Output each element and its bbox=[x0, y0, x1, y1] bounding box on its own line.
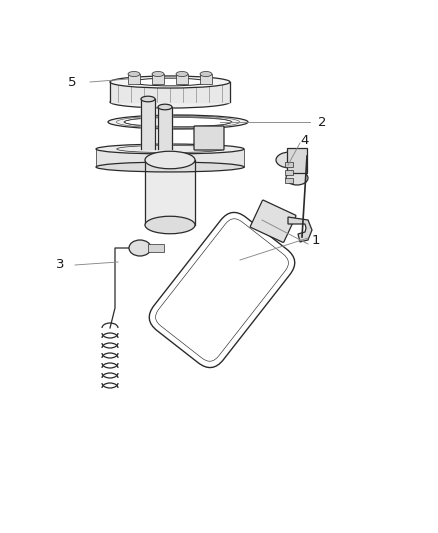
Polygon shape bbox=[288, 217, 312, 242]
Text: 2: 2 bbox=[318, 116, 326, 128]
Bar bbox=[152, 74, 164, 84]
Ellipse shape bbox=[176, 71, 188, 77]
FancyBboxPatch shape bbox=[194, 126, 224, 150]
Ellipse shape bbox=[145, 151, 195, 169]
Ellipse shape bbox=[145, 216, 195, 234]
Ellipse shape bbox=[152, 71, 164, 77]
Bar bbox=[285, 178, 293, 183]
Ellipse shape bbox=[133, 78, 207, 86]
Ellipse shape bbox=[129, 240, 151, 256]
Bar bbox=[285, 162, 293, 167]
Bar bbox=[285, 170, 293, 175]
Bar bbox=[287, 148, 307, 173]
Bar bbox=[148, 244, 164, 252]
Ellipse shape bbox=[96, 144, 244, 154]
FancyBboxPatch shape bbox=[250, 200, 296, 243]
Text: 1: 1 bbox=[312, 233, 320, 246]
Bar bbox=[176, 74, 188, 84]
Bar bbox=[200, 74, 212, 84]
Ellipse shape bbox=[276, 152, 304, 168]
Ellipse shape bbox=[158, 104, 172, 110]
Ellipse shape bbox=[286, 171, 308, 185]
Ellipse shape bbox=[200, 71, 212, 77]
Ellipse shape bbox=[108, 115, 248, 129]
Text: 4: 4 bbox=[301, 133, 309, 147]
Bar bbox=[128, 74, 140, 84]
Ellipse shape bbox=[96, 162, 244, 172]
Ellipse shape bbox=[110, 76, 230, 88]
FancyBboxPatch shape bbox=[149, 212, 295, 368]
Ellipse shape bbox=[128, 71, 140, 77]
Text: 3: 3 bbox=[56, 259, 64, 271]
Text: 5: 5 bbox=[68, 76, 76, 88]
Bar bbox=[96, 149, 244, 167]
Ellipse shape bbox=[124, 117, 232, 126]
Ellipse shape bbox=[110, 96, 230, 108]
Ellipse shape bbox=[141, 96, 155, 102]
